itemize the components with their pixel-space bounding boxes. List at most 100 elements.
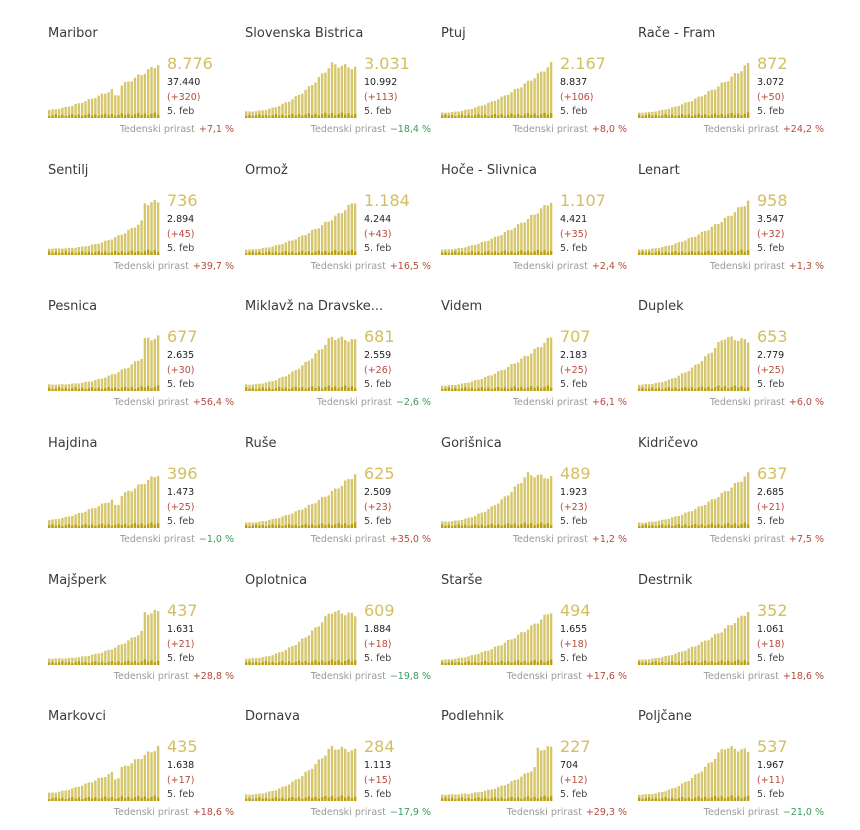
daily-bar bbox=[671, 661, 674, 665]
active-bar bbox=[251, 384, 254, 391]
daily-bar bbox=[644, 389, 647, 391]
active-bar bbox=[651, 658, 654, 665]
weekly-growth: Tedenski prirast +16,5 % bbox=[311, 261, 431, 272]
active-bar bbox=[294, 644, 297, 665]
daily-bar bbox=[507, 114, 510, 118]
weekly-growth: Tedenski prirast +8,0 % bbox=[513, 124, 627, 135]
active-bar bbox=[733, 73, 737, 118]
active-bar bbox=[340, 746, 344, 801]
active-bar bbox=[687, 101, 690, 118]
daily-bar bbox=[130, 662, 133, 665]
active-bar bbox=[526, 472, 530, 528]
active-bar bbox=[317, 349, 320, 391]
daily-bar bbox=[723, 661, 727, 665]
active-bar bbox=[510, 639, 513, 665]
active-bar bbox=[707, 640, 710, 665]
daily-bar bbox=[143, 113, 147, 118]
active-bar bbox=[137, 74, 140, 118]
daily-bar bbox=[483, 661, 487, 665]
active-bar bbox=[320, 497, 324, 528]
active-bar bbox=[746, 62, 750, 118]
daily-bar bbox=[350, 661, 353, 665]
active-bar bbox=[274, 245, 278, 255]
active-bar bbox=[147, 337, 150, 391]
active-bar bbox=[487, 789, 490, 801]
daily-bar bbox=[638, 388, 641, 391]
daily-bar bbox=[100, 797, 104, 801]
total-cases: 3.547 bbox=[757, 214, 785, 225]
active-bar bbox=[671, 655, 674, 665]
municipality-card: Rače - Fram 872 3.072 (+50) 5. feb Tedenski p… bbox=[626, 10, 826, 147]
active-cases: 653 bbox=[757, 327, 788, 346]
daily-bar bbox=[546, 252, 549, 255]
municipality-name: Pesnica bbox=[48, 299, 98, 314]
daily-bar bbox=[274, 114, 278, 118]
daily-bar bbox=[523, 522, 526, 528]
daily-bar bbox=[71, 251, 74, 255]
daily-bar bbox=[530, 252, 533, 255]
municipality-name: Dornava bbox=[245, 709, 300, 724]
active-bar bbox=[710, 89, 713, 118]
active-bar bbox=[543, 71, 546, 118]
active-bar bbox=[657, 520, 661, 528]
active-bar bbox=[57, 109, 61, 118]
daily-bar bbox=[334, 798, 337, 801]
bar-chart bbox=[638, 62, 750, 118]
daily-bar bbox=[654, 797, 657, 801]
municipality-name: Destrnik bbox=[638, 573, 693, 588]
active-bar bbox=[87, 245, 90, 255]
daily-bar bbox=[107, 798, 110, 801]
daily-bar bbox=[444, 251, 447, 255]
daily-bar bbox=[304, 797, 307, 801]
daily-bar bbox=[261, 387, 264, 391]
daily-bar bbox=[457, 798, 460, 801]
active-bar bbox=[464, 657, 467, 665]
active-bar bbox=[549, 746, 553, 801]
daily-bar bbox=[677, 252, 680, 255]
active-bar bbox=[513, 363, 516, 391]
daily-bar bbox=[737, 113, 740, 118]
daily-bar bbox=[284, 662, 287, 665]
active-bar bbox=[143, 754, 147, 801]
daily-bar bbox=[677, 661, 680, 665]
daily-bar bbox=[90, 524, 94, 528]
daily-bar bbox=[311, 798, 314, 801]
daily-bar bbox=[743, 251, 746, 255]
date-label: 5. feb bbox=[560, 106, 588, 117]
daily-bar bbox=[114, 115, 117, 118]
daily-bar bbox=[680, 387, 684, 391]
active-bar bbox=[717, 752, 720, 801]
daily-bar bbox=[664, 663, 667, 665]
daily-bar bbox=[334, 115, 337, 118]
daily-bar bbox=[697, 113, 700, 118]
weekly-growth: Tedenski prirast −17,9 % bbox=[311, 807, 431, 818]
active-bar bbox=[97, 506, 100, 528]
daily-bar bbox=[104, 388, 107, 391]
bar-chart bbox=[638, 746, 750, 801]
daily-bar bbox=[536, 249, 540, 255]
active-bar bbox=[137, 224, 140, 255]
daily-bar bbox=[549, 250, 553, 255]
daily-bar bbox=[470, 525, 474, 528]
daily-bar bbox=[523, 114, 526, 118]
daily-bar bbox=[536, 523, 540, 528]
active-bar bbox=[520, 776, 523, 801]
active-bar bbox=[533, 477, 536, 528]
active-bar bbox=[677, 106, 680, 118]
daily-bar bbox=[271, 252, 274, 255]
active-bar bbox=[664, 791, 667, 801]
daily-bar bbox=[727, 388, 730, 391]
daily-bar bbox=[477, 388, 480, 391]
daily-bar bbox=[680, 114, 684, 118]
daily-bar bbox=[730, 795, 733, 801]
municipality-name: Ruše bbox=[245, 436, 277, 451]
active-bar bbox=[454, 658, 457, 665]
daily-bar bbox=[480, 387, 483, 391]
active-bar bbox=[153, 751, 156, 801]
active-bar bbox=[271, 381, 274, 391]
active-bar bbox=[510, 781, 513, 801]
daily-bar bbox=[67, 115, 71, 118]
active-bar bbox=[258, 383, 261, 391]
active-bar bbox=[110, 239, 114, 255]
daily-bar bbox=[278, 662, 281, 665]
